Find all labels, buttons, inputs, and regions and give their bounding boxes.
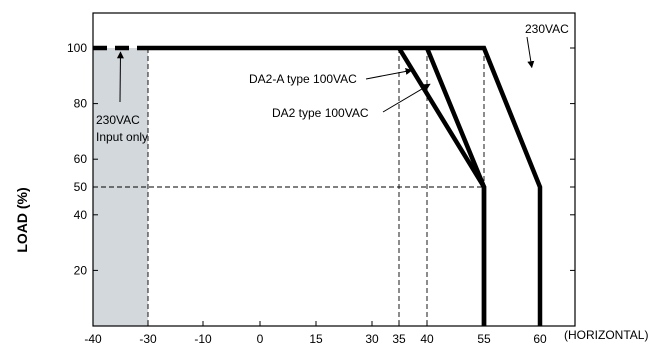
x-tick-label: 55 <box>477 332 491 346</box>
annotation-da2-a-type: DA2-A type 100VAC <box>249 72 357 86</box>
series-da2-type-100vac <box>397 46 487 326</box>
y-tick-label: 80 <box>74 97 88 111</box>
x-axis-label: (HORIZONTAL) <box>564 328 648 342</box>
x-tick-label: 30 <box>365 332 379 346</box>
x-tick-label: 15 <box>309 332 323 346</box>
y-tick-label: 100 <box>67 41 87 55</box>
y-axis-label: LOAD (%) <box>14 187 30 252</box>
annotation-input-only-arrow <box>116 51 124 103</box>
annotation-input-only: 230VAC Input only <box>96 113 148 144</box>
annotation-input-only-line: Input only <box>96 130 148 144</box>
annotation-230vac-arrow <box>526 36 535 69</box>
annotation-da2-type: DA2 type 100VAC <box>272 106 369 120</box>
plot-frame <box>92 12 576 327</box>
annotation-da2-a-type-arrow <box>365 67 413 80</box>
annotation-da2-type-arrow <box>382 83 431 113</box>
x-tick-label: 0 <box>257 332 264 346</box>
x-tick-label: 60 <box>533 332 547 346</box>
x-tick-label: -40 <box>84 332 102 346</box>
y-tick-label: 60 <box>74 152 88 166</box>
y-tick-label: 50 <box>74 180 88 194</box>
x-tick-label: 35 <box>392 332 406 346</box>
series-230vac <box>148 45 543 326</box>
annotation-230vac: 230VAC <box>525 22 569 36</box>
annotation-input-only-line: 230VAC <box>96 113 140 127</box>
y-tick-label: 20 <box>74 263 88 277</box>
x-tick-label: 40 <box>420 332 434 346</box>
x-tick-label: -30 <box>139 332 157 346</box>
x-tick-label: -10 <box>194 332 212 346</box>
y-tick-label: 40 <box>74 208 88 222</box>
